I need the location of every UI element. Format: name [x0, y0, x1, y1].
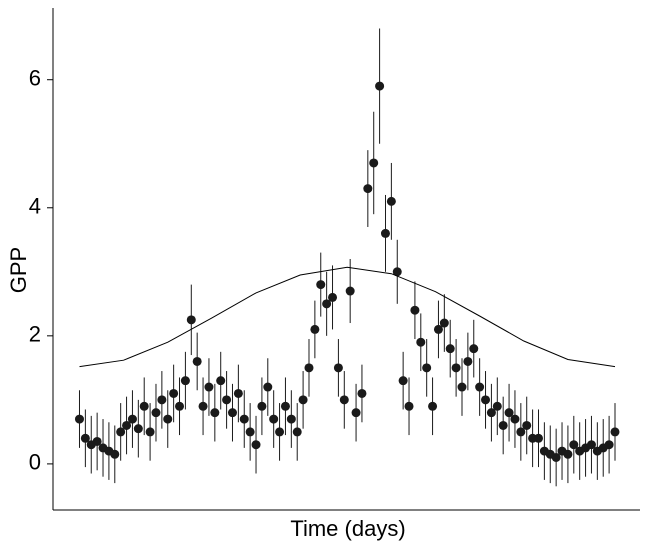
data-point: [333, 363, 343, 373]
data-point: [422, 363, 432, 373]
data-point: [510, 414, 520, 424]
data-point: [563, 449, 573, 459]
data-point: [180, 376, 190, 386]
data-point: [351, 408, 361, 418]
data-point: [433, 324, 443, 334]
data-point: [451, 363, 461, 373]
data-point: [157, 395, 167, 405]
data-point: [363, 184, 373, 194]
data-point: [92, 436, 102, 446]
data-point: [263, 382, 273, 392]
data-point: [233, 388, 243, 398]
data-point: [239, 414, 249, 424]
data-point: [127, 414, 137, 424]
y-axis-label: GPP: [6, 247, 31, 293]
data-point: [486, 408, 496, 418]
data-point: [516, 427, 526, 437]
data-point: [475, 382, 485, 392]
data-point: [492, 401, 502, 411]
data-point: [439, 318, 449, 328]
data-point: [428, 401, 438, 411]
data-point: [586, 440, 596, 450]
data-point: [210, 408, 220, 418]
data-point: [192, 356, 202, 366]
data-point: [80, 433, 90, 443]
y-tick-label: 4: [29, 194, 41, 219]
data-point: [257, 401, 267, 411]
trend-line: [79, 266, 616, 368]
data-point: [357, 388, 367, 398]
data-point: [151, 408, 161, 418]
data-point: [310, 324, 320, 334]
data-point: [145, 427, 155, 437]
data-point: [216, 376, 226, 386]
data-point: [392, 267, 402, 277]
data-point: [227, 408, 237, 418]
data-point: [398, 376, 408, 386]
data-point: [74, 414, 84, 424]
data-point: [369, 158, 379, 168]
data-point: [345, 286, 355, 296]
data-point: [175, 401, 185, 411]
data-point: [375, 81, 385, 91]
data-point: [551, 452, 561, 462]
y-tick-label: 0: [29, 450, 41, 475]
y-tick-label: 6: [29, 66, 41, 91]
data-point: [163, 414, 173, 424]
data-point: [280, 401, 290, 411]
data-point: [380, 228, 390, 238]
data-point: [204, 382, 214, 392]
data-point: [504, 408, 514, 418]
data-point: [445, 344, 455, 354]
data-point: [286, 414, 296, 424]
y-tick-label: 2: [29, 322, 41, 347]
data-point: [133, 424, 143, 434]
data-point: [410, 305, 420, 315]
data-point: [292, 427, 302, 437]
data-point: [604, 440, 614, 450]
data-point: [222, 395, 232, 405]
data-point: [386, 196, 396, 206]
data-point: [610, 427, 620, 437]
data-point: [275, 427, 285, 437]
data-point: [251, 440, 261, 450]
data-point: [198, 401, 208, 411]
data-point: [169, 388, 179, 398]
data-point: [463, 356, 473, 366]
data-point: [186, 315, 196, 325]
data-point: [328, 292, 338, 302]
data-point: [457, 382, 467, 392]
data-point: [298, 395, 308, 405]
data-point: [469, 344, 479, 354]
data-point: [304, 363, 314, 373]
data-point: [122, 420, 132, 430]
data-point: [316, 280, 326, 290]
data-point: [322, 299, 332, 309]
data-point: [269, 414, 279, 424]
data-point: [404, 401, 414, 411]
data-point: [110, 449, 120, 459]
data-point: [416, 337, 426, 347]
data-point: [533, 433, 543, 443]
data-point: [522, 420, 532, 430]
data-point: [116, 427, 126, 437]
data-point: [245, 427, 255, 437]
x-axis-label: Time (days): [290, 516, 405, 541]
data-point: [481, 395, 491, 405]
data-point: [339, 395, 349, 405]
data-point: [139, 401, 149, 411]
data-point: [569, 440, 579, 450]
data-point: [498, 420, 508, 430]
